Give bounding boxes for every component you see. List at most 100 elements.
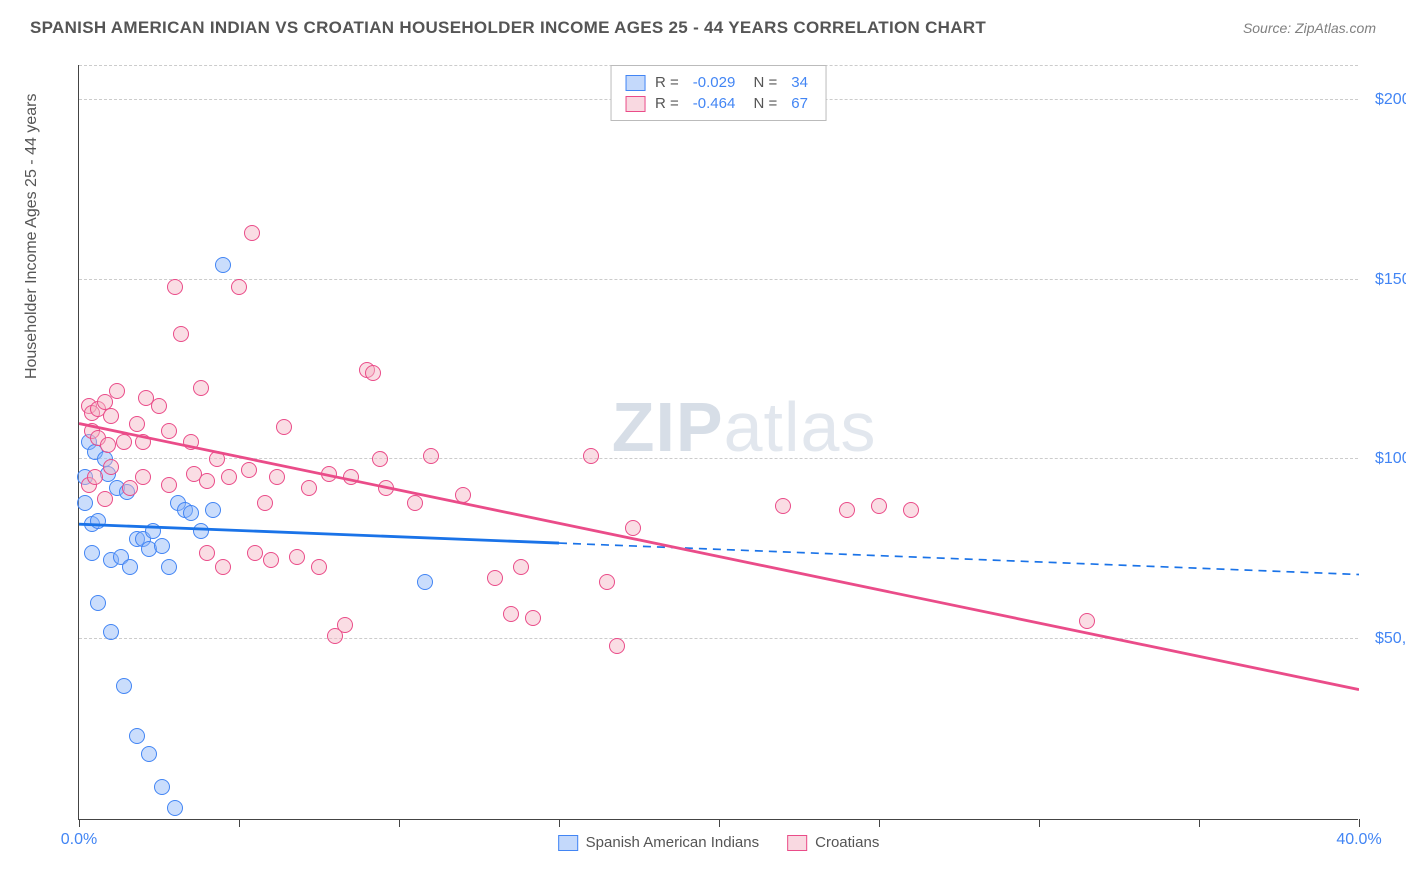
legend-swatch-pink [787,835,807,851]
point-pink [1079,613,1095,629]
point-pink [871,498,887,514]
r-value-pink: -0.464 [689,95,740,112]
point-pink [241,462,257,478]
point-pink [122,480,138,496]
chart-header: SPANISH AMERICAN INDIAN VS CROATIAN HOUS… [0,0,1406,46]
n-value-pink: 67 [787,95,812,112]
point-blue [84,545,100,561]
watermark: ZIPatlas [612,387,877,467]
x-tick [239,819,240,827]
point-pink [135,434,151,450]
point-pink [503,606,519,622]
point-pink [903,502,919,518]
point-blue [417,574,433,590]
point-pink [199,545,215,561]
n-value-blue: 34 [787,74,812,91]
trendlines [79,64,1359,819]
point-pink [161,423,177,439]
scatter-plot: ZIPatlas R = -0.029 N = 34 R = -0.464 N … [78,65,1358,820]
chart-title: SPANISH AMERICAN INDIAN VS CROATIAN HOUS… [30,18,986,38]
correlation-row-blue: R = -0.029 N = 34 [625,72,812,93]
point-blue [193,523,209,539]
point-pink [311,559,327,575]
point-blue [103,624,119,640]
x-tick-label: 0.0% [61,831,97,849]
x-tick [1359,819,1360,827]
chart-area: Householder Income Ages 25 - 44 years ZI… [60,55,1380,845]
gridline-h [79,458,1358,459]
point-pink [231,279,247,295]
y-tick-label: $200,000 [1363,91,1406,109]
point-blue [205,502,221,518]
chart-source: Source: ZipAtlas.com [1243,20,1376,36]
x-tick [879,819,880,827]
legend-item-blue: Spanish American Indians [558,834,759,851]
x-tick [719,819,720,827]
legend-swatch-pink [625,96,645,112]
point-pink [423,448,439,464]
point-pink [100,437,116,453]
point-pink [599,574,615,590]
point-pink [289,549,305,565]
point-pink [625,520,641,536]
legend-swatch-blue [558,835,578,851]
point-pink [221,469,237,485]
point-pink [269,469,285,485]
y-tick-label: $100,000 [1363,450,1406,468]
y-axis-label: Householder Income Ages 25 - 44 years [23,94,41,380]
correlation-row-pink: R = -0.464 N = 67 [625,93,812,114]
point-pink [839,502,855,518]
series-legend: Spanish American Indians Croatians [558,834,880,851]
point-blue [90,513,106,529]
legend-label-blue: Spanish American Indians [586,834,759,851]
point-pink [103,408,119,424]
point-pink [116,434,132,450]
point-pink [135,469,151,485]
point-pink [321,466,337,482]
point-pink [161,477,177,493]
y-tick-label: $50,000 [1363,630,1406,648]
point-pink [407,495,423,511]
point-pink [129,416,145,432]
point-pink [378,480,394,496]
correlation-legend: R = -0.029 N = 34 R = -0.464 N = 67 [610,65,827,121]
point-pink [109,383,125,399]
point-pink [343,469,359,485]
x-tick [79,819,80,827]
point-pink [583,448,599,464]
point-blue [167,800,183,816]
point-pink [173,326,189,342]
point-blue [145,523,161,539]
point-blue [129,728,145,744]
point-pink [609,638,625,654]
x-tick [399,819,400,827]
point-blue [77,495,93,511]
gridline-h [79,638,1358,639]
point-pink [487,570,503,586]
point-blue [154,779,170,795]
point-pink [151,398,167,414]
legend-swatch-blue [625,75,645,91]
point-pink [455,487,471,503]
point-blue [116,678,132,694]
point-pink [87,469,103,485]
point-pink [97,491,113,507]
point-pink [525,610,541,626]
point-pink [244,225,260,241]
point-blue [122,559,138,575]
point-blue [154,538,170,554]
point-pink [301,480,317,496]
x-tick-label: 40.0% [1336,831,1381,849]
point-pink [263,552,279,568]
point-pink [372,451,388,467]
y-tick-label: $150,000 [1363,271,1406,289]
point-pink [167,279,183,295]
point-pink [199,473,215,489]
point-blue [183,505,199,521]
point-blue [90,595,106,611]
point-pink [276,419,292,435]
point-pink [209,451,225,467]
gridline-h [79,279,1358,280]
point-blue [161,559,177,575]
legend-label-pink: Croatians [815,834,879,851]
